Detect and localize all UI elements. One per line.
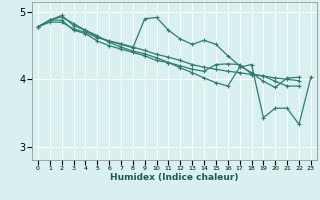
X-axis label: Humidex (Indice chaleur): Humidex (Indice chaleur): [110, 173, 239, 182]
